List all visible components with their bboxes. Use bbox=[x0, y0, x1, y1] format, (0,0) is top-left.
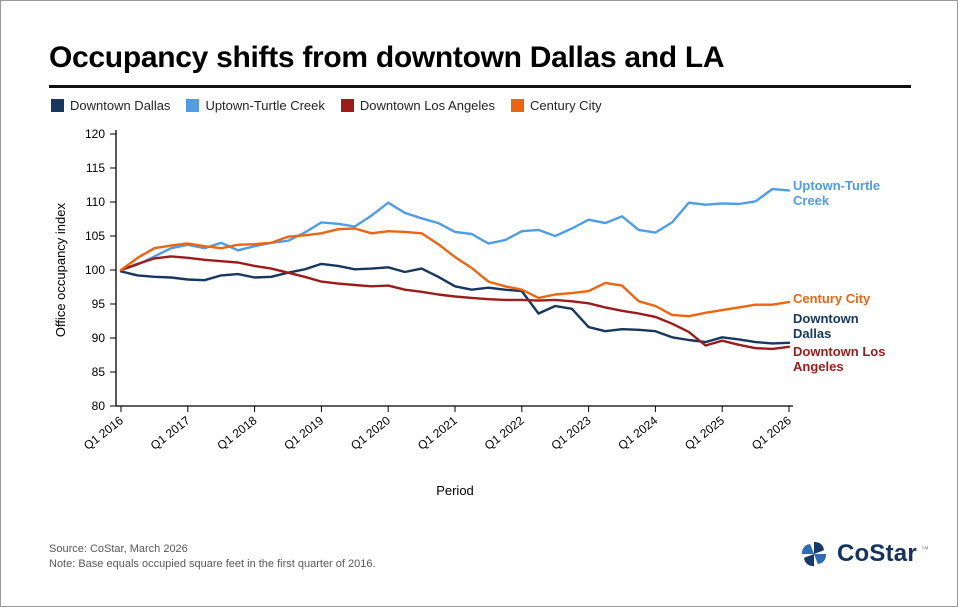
legend-label-downtown-dallas: Downtown Dallas bbox=[70, 98, 171, 113]
series-end-label-century-city: Century City bbox=[793, 291, 871, 306]
x-axis-title: Period bbox=[436, 483, 474, 498]
page-title: Occupancy shifts from downtown Dallas an… bbox=[49, 41, 725, 74]
costar-pinwheel-icon bbox=[801, 541, 827, 567]
x-tick-label: Q1 2024 bbox=[615, 413, 660, 453]
x-tick-label: Q1 2021 bbox=[415, 413, 460, 453]
footer: Source: CoStar, March 2026 Note: Base eq… bbox=[49, 542, 376, 572]
x-tick-label: Q1 2026 bbox=[749, 413, 794, 453]
legend-label-uptown-turtle-creek: Uptown-Turtle Creek bbox=[205, 98, 325, 113]
y-tick-label: 110 bbox=[86, 195, 105, 209]
x-tick-label: Q1 2019 bbox=[281, 413, 326, 453]
x-tick-label: Q1 2020 bbox=[348, 413, 393, 453]
series-line-downtown-dallas bbox=[119, 262, 791, 345]
costar-logo: CoStar ™ bbox=[799, 539, 929, 569]
y-tick-label: 85 bbox=[92, 365, 106, 379]
y-tick-label: 120 bbox=[85, 127, 105, 141]
legend-label-century-city: Century City bbox=[530, 98, 602, 113]
y-tick-label: 115 bbox=[86, 161, 105, 175]
x-tick-label: Q1 2018 bbox=[215, 413, 260, 453]
costar-logo-text: CoStar bbox=[837, 540, 917, 567]
series-line-century-city bbox=[119, 227, 791, 318]
chart-canvas: 80 85 90 95 100 105 110 115 120 Q1 2016 Q1 2017 Q1 … bbox=[81, 127, 794, 453]
legend-item-downtown-dallas: Downtown Dallas bbox=[51, 98, 170, 113]
series-end-label-uptown-turtle-creek: Uptown-Turtle Creek bbox=[793, 178, 881, 208]
series-end-label-downtown-dallas: Downtown Dallas bbox=[793, 311, 859, 341]
x-tick-label: Q1 2016 bbox=[81, 413, 126, 453]
title-divider bbox=[49, 85, 911, 88]
series-line-downtown-los-angeles bbox=[119, 255, 791, 351]
y-tick-label: 90 bbox=[92, 331, 106, 345]
legend-label-downtown-los-angeles: Downtown Los Angeles bbox=[359, 98, 496, 113]
x-tick-label: Q1 2023 bbox=[549, 413, 594, 453]
legend-item-uptown-turtle-creek: Uptown-Turtle Creek bbox=[186, 98, 325, 113]
legend-swatch-downtown-dallas bbox=[51, 99, 64, 112]
x-tick-label: Q1 2017 bbox=[148, 413, 193, 453]
legend-swatch-downtown-los-angeles bbox=[340, 99, 354, 112]
series-end-label-downtown-los-angeles: Downtown Los Angeles bbox=[793, 344, 886, 374]
x-tick-label: Q1 2025 bbox=[682, 413, 727, 453]
footer-note: Note: Base equals occupied square feet i… bbox=[49, 557, 376, 570]
legend-swatch-century-city bbox=[511, 99, 525, 112]
legend-item-century-city: Century City bbox=[511, 98, 602, 113]
legend-item-downtown-los-angeles: Downtown Los Angeles bbox=[340, 98, 496, 113]
footer-source: Source: CoStar, March 2026 bbox=[49, 543, 188, 555]
chart-legend: Downtown Dallas Uptown-Turtle Creek Down… bbox=[51, 98, 602, 113]
y-tick-label: 80 bbox=[92, 399, 106, 413]
y-tick-label: 95 bbox=[92, 297, 106, 311]
y-tick-label: 100 bbox=[85, 263, 105, 277]
series-line-uptown-turtle-creek bbox=[119, 187, 791, 272]
legend-swatch-uptown-turtle-creek bbox=[186, 99, 200, 112]
x-tick-label: Q1 2022 bbox=[482, 413, 527, 453]
costar-logo-tm: ™ bbox=[920, 545, 929, 554]
y-tick-label: 105 bbox=[85, 229, 105, 243]
